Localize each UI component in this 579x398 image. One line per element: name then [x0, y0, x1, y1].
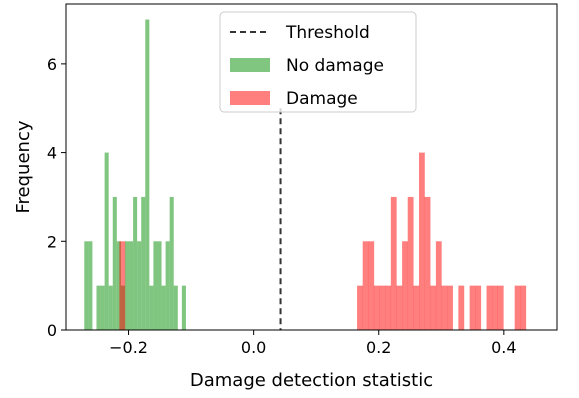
histogram-bar: [486, 285, 493, 330]
y-tick-label: 4: [47, 144, 57, 163]
histogram-bar: [108, 285, 113, 330]
histogram-bar: [119, 241, 126, 330]
histogram-bar: [396, 285, 403, 330]
histogram-bar: [104, 152, 109, 330]
histogram-bar: [475, 285, 482, 330]
histogram-bar: [116, 241, 121, 330]
histogram-bar: [379, 285, 386, 330]
histogram-bar: [137, 241, 142, 330]
legend-label: No damage: [286, 56, 384, 76]
legend-box: [219, 11, 417, 113]
histogram-bar: [129, 241, 134, 330]
series-no-damage: [84, 19, 186, 331]
histogram-bar: [407, 196, 414, 330]
legend: Threshold No damage Damage: [219, 11, 417, 113]
y-tick-label: 6: [47, 55, 57, 74]
x-tick-label: −0.2: [109, 338, 148, 357]
x-tick-label: 0.2: [366, 338, 391, 357]
legend-label: Threshold: [285, 23, 370, 43]
histogram-bar: [413, 285, 420, 330]
histogram-bar: [385, 285, 392, 330]
histogram-bar: [458, 285, 465, 330]
histogram-bar: [497, 285, 504, 330]
histogram-bar: [157, 241, 162, 330]
histogram-bar: [133, 196, 138, 330]
histogram-bar: [514, 285, 521, 330]
y-axis-label: Frequency: [13, 120, 34, 213]
histogram-bar: [357, 285, 363, 330]
x-tick-label: 0.0: [241, 338, 266, 357]
histogram-bar: [96, 285, 101, 330]
histogram-bar: [441, 285, 448, 330]
histogram-bar: [373, 285, 380, 330]
legend-label: Damage: [286, 89, 358, 109]
histogram-bar: [181, 285, 186, 330]
histogram-bar: [169, 196, 174, 330]
histogram-bar: [424, 196, 431, 330]
x-ticks: −0.2 0.0 0.2 0.4: [109, 330, 517, 357]
histogram-bar: [149, 285, 154, 330]
y-tick-label: 2: [47, 232, 57, 251]
series-damage: [119, 152, 527, 330]
histogram-bar: [165, 241, 170, 330]
legend-swatch: [230, 58, 270, 72]
y-ticks: 0 2 4 6: [47, 55, 66, 340]
histogram-bar: [447, 285, 453, 330]
histogram-bar: [520, 285, 527, 330]
histogram-bar: [390, 196, 397, 330]
histogram-bar: [161, 285, 166, 330]
histogram-bar: [362, 241, 369, 330]
histogram-bar: [124, 241, 130, 330]
histogram-bar: [435, 241, 442, 330]
histogram-bar: [430, 285, 437, 330]
bars-layer: [84, 19, 527, 331]
legend-swatch: [230, 91, 270, 105]
y-tick-label: 0: [47, 321, 57, 340]
histogram-bar: [153, 241, 158, 330]
histogram-bar: [492, 285, 498, 330]
plot-frame: [65, 3, 558, 331]
histogram-bar: [402, 241, 408, 330]
histogram-bar: [368, 241, 375, 330]
histogram-bar: [112, 196, 117, 330]
x-tick-label: 0.4: [491, 338, 516, 357]
histogram-bar: [145, 19, 150, 331]
histogram-bar: [173, 285, 178, 330]
histogram-bar: [141, 196, 146, 330]
histogram-bar: [88, 241, 93, 330]
histogram-bar: [418, 152, 425, 330]
histogram-bar: [100, 285, 105, 330]
histogram-bar: [469, 285, 476, 330]
histogram-bar: [84, 241, 89, 330]
x-axis-label: Damage detection statistic: [190, 370, 433, 391]
